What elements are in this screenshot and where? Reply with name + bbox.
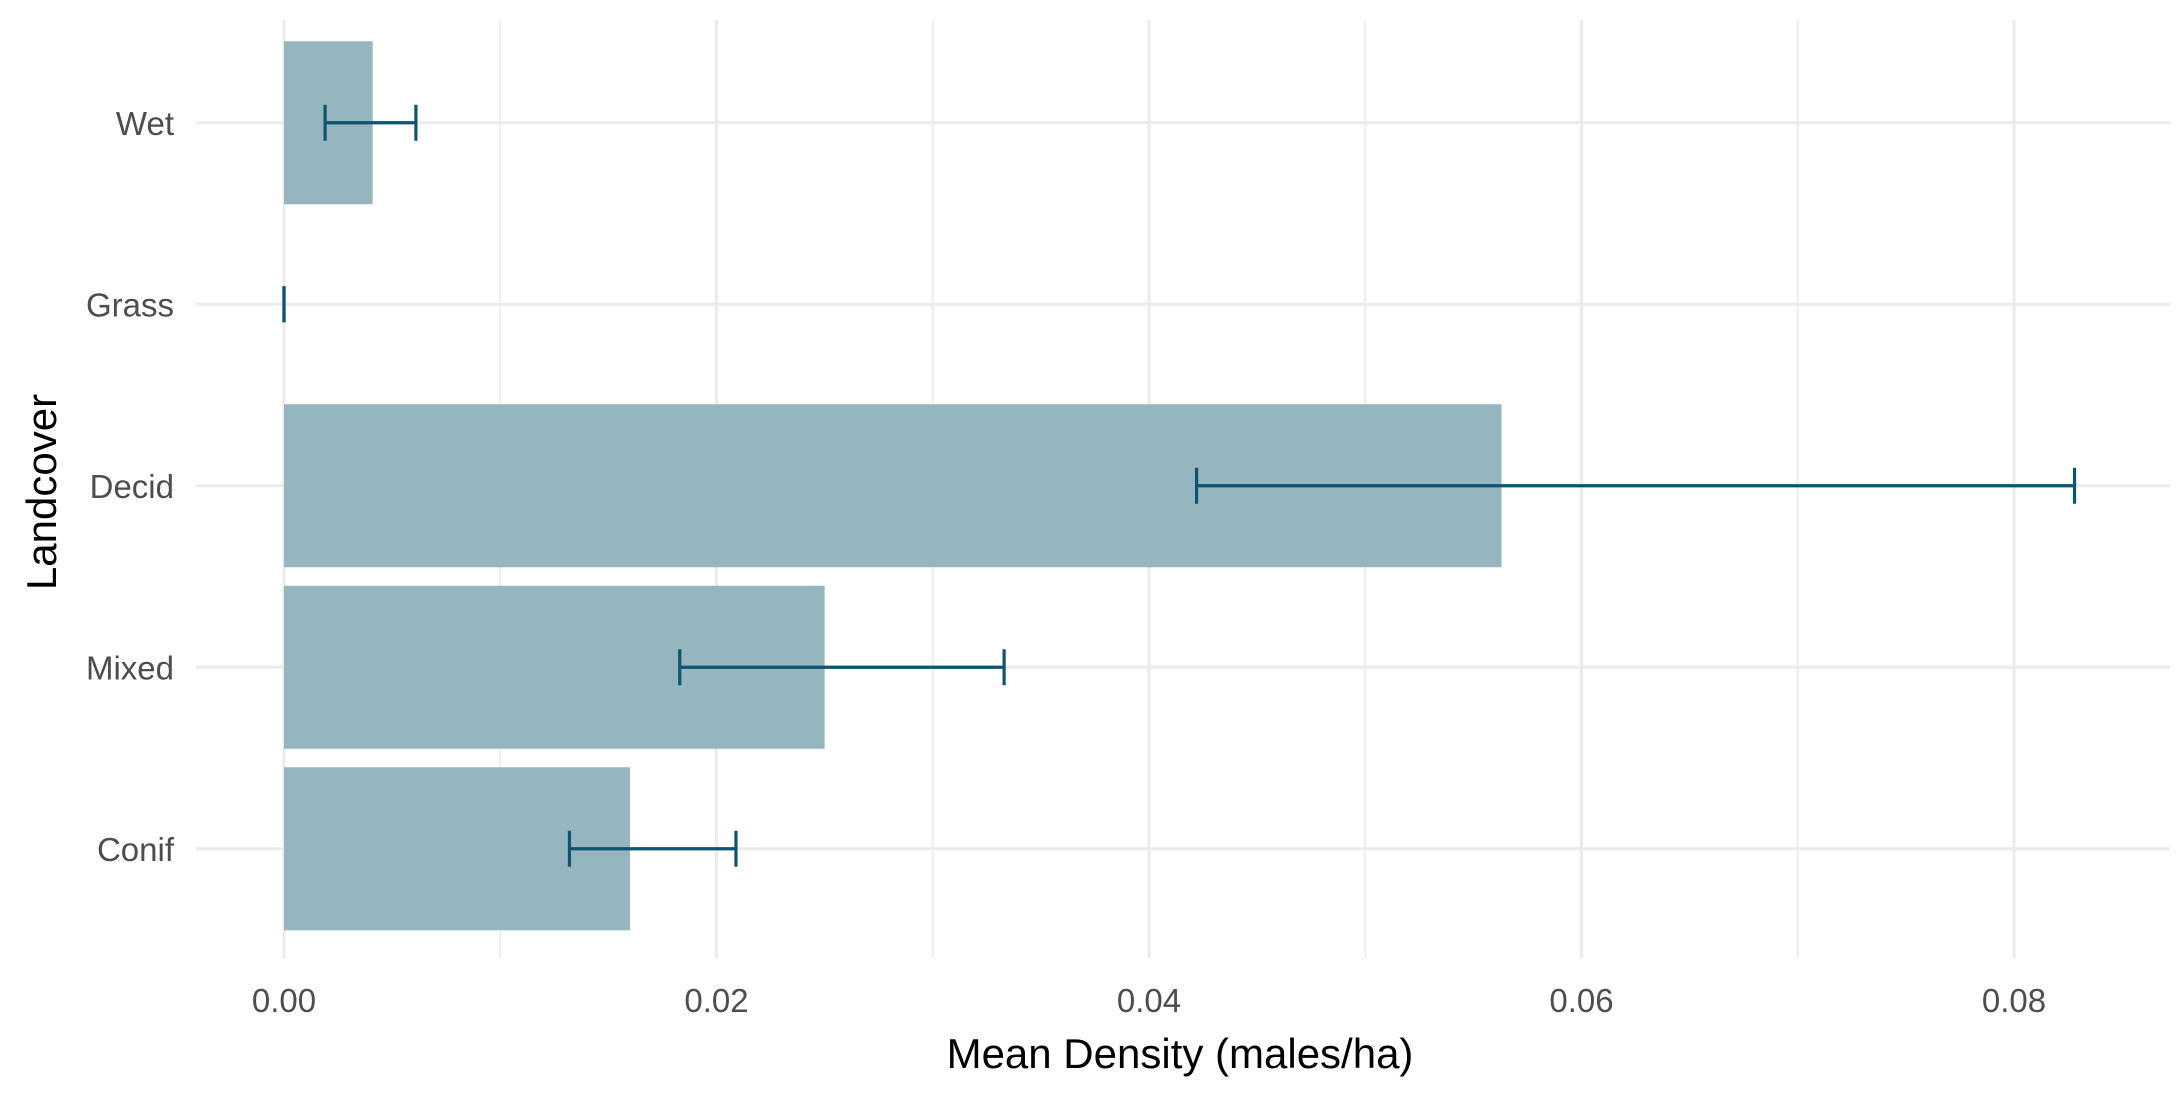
y-tick-label-grass: Grass bbox=[86, 286, 174, 323]
x-tick-label: 0.00 bbox=[252, 982, 316, 1019]
y-tick-label-wet: Wet bbox=[116, 105, 174, 142]
error-bars bbox=[282, 104, 2077, 867]
x-tick-labels: 0.00 0.02 0.04 0.06 0.08 bbox=[252, 982, 2046, 1019]
y-tick-labels: Conif Mixed Decid Grass Wet bbox=[86, 105, 175, 868]
y-axis-title: Landcover bbox=[18, 394, 65, 590]
error-bar-mixed bbox=[678, 649, 1006, 686]
y-tick-label-conif: Conif bbox=[97, 831, 175, 868]
error-bar-conif bbox=[567, 830, 738, 867]
error-bar-decid bbox=[1194, 467, 2077, 504]
y-tick-label-decid: Decid bbox=[90, 468, 174, 505]
error-bar-wet bbox=[323, 104, 418, 141]
y-tick-label-mixed: Mixed bbox=[86, 649, 174, 686]
x-tick-label: 0.06 bbox=[1549, 982, 1613, 1019]
x-axis-title: Mean Density (males/ha) bbox=[947, 1030, 1414, 1077]
x-tick-label: 0.04 bbox=[1117, 982, 1181, 1019]
x-tick-label: 0.02 bbox=[684, 982, 748, 1019]
x-tick-label: 0.08 bbox=[1982, 982, 2046, 1019]
